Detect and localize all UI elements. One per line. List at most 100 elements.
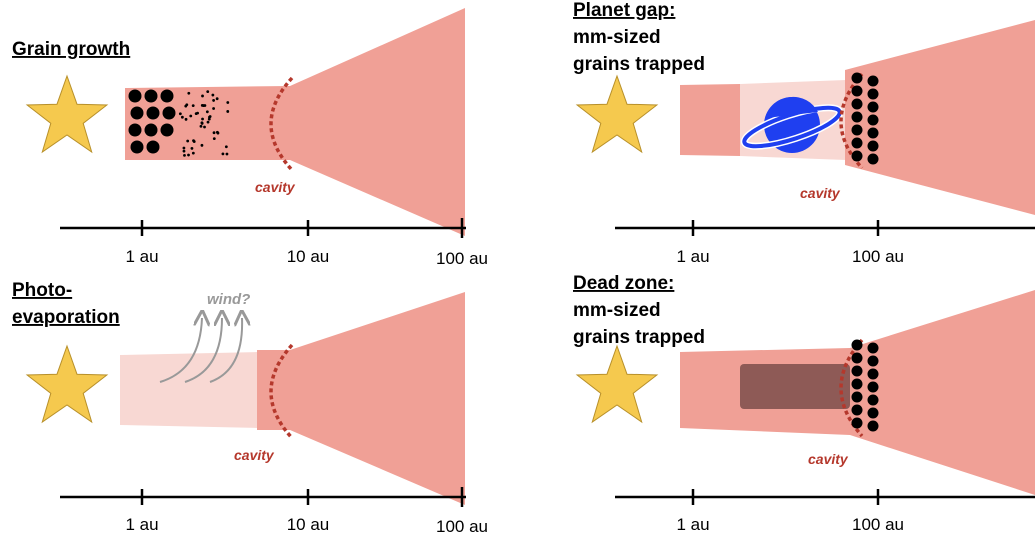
title: Dead zone: xyxy=(573,273,674,294)
grain xyxy=(161,124,174,137)
grain xyxy=(852,405,863,416)
grain xyxy=(868,343,879,354)
grain xyxy=(852,418,863,429)
grain xyxy=(192,139,195,142)
grain xyxy=(852,340,863,351)
grain xyxy=(852,86,863,97)
cavity-label: cavity xyxy=(255,179,296,195)
grain xyxy=(222,153,225,156)
grain xyxy=(131,141,144,154)
grain xyxy=(187,154,190,157)
grain xyxy=(129,124,142,137)
axis-label: 1 au xyxy=(676,247,709,266)
grain xyxy=(145,90,158,103)
grain xyxy=(185,103,188,106)
grain xyxy=(868,395,879,406)
grain xyxy=(212,107,215,110)
cavity-label: cavity xyxy=(234,447,275,463)
grain xyxy=(868,128,879,139)
axis-label: 100 au xyxy=(852,515,904,534)
grain xyxy=(852,73,863,84)
grain xyxy=(131,107,144,120)
grain xyxy=(868,76,879,87)
title: Grain growth xyxy=(12,39,130,60)
grain xyxy=(213,131,216,134)
grain xyxy=(852,392,863,403)
grain xyxy=(163,107,176,120)
cavity-label: cavity xyxy=(800,185,841,201)
grain xyxy=(852,99,863,110)
grain xyxy=(145,124,158,137)
disk-inner xyxy=(680,84,740,156)
axis-label: 100 au xyxy=(436,249,488,268)
grain xyxy=(185,118,188,121)
grain xyxy=(852,366,863,377)
grain xyxy=(868,408,879,419)
grain xyxy=(200,125,203,128)
grain xyxy=(202,104,205,107)
grain xyxy=(209,115,212,118)
grain xyxy=(183,150,186,153)
grain xyxy=(868,102,879,113)
grain xyxy=(187,92,190,95)
diagram: Grain growth cavity 1 au 10 au 100 au wi… xyxy=(0,0,1035,538)
grain xyxy=(195,112,198,115)
disk xyxy=(125,8,465,236)
grain xyxy=(181,116,184,119)
grain xyxy=(189,115,192,118)
title: grains trapped xyxy=(573,54,705,75)
grain xyxy=(203,126,206,129)
grain xyxy=(852,138,863,149)
grain xyxy=(868,356,879,367)
grain xyxy=(201,95,204,98)
grain xyxy=(226,101,229,104)
title: mm-sized xyxy=(573,300,661,321)
grain xyxy=(852,112,863,123)
annotation: wind? xyxy=(207,291,250,308)
panel-dead-zone: Dead zone: mm-sized grains trapped cavit… xyxy=(573,273,1035,534)
grain xyxy=(183,147,186,150)
grain xyxy=(191,147,194,150)
grain xyxy=(852,353,863,364)
grain xyxy=(192,152,195,155)
title: Photo- xyxy=(12,280,72,301)
axis-label: 1 au xyxy=(676,515,709,534)
grain xyxy=(183,154,186,157)
grain xyxy=(226,153,229,156)
axis-label: 100 au xyxy=(436,517,488,536)
grain xyxy=(868,382,879,393)
grain xyxy=(868,369,879,380)
grain xyxy=(201,121,204,124)
grain xyxy=(206,90,209,93)
grain xyxy=(129,90,142,103)
star xyxy=(27,346,107,422)
star xyxy=(27,76,107,152)
axis-label: 10 au xyxy=(287,247,330,266)
grain xyxy=(161,90,174,103)
title: evaporation xyxy=(12,307,120,328)
disk xyxy=(257,292,465,505)
grain xyxy=(852,151,863,162)
grain xyxy=(147,107,160,120)
axis-label: 1 au xyxy=(125,515,158,534)
grain xyxy=(201,118,204,121)
star xyxy=(577,76,657,152)
grain xyxy=(868,89,879,100)
grain xyxy=(186,140,189,143)
axis-label: 100 au xyxy=(852,247,904,266)
title: Planet gap: xyxy=(573,0,675,21)
panel-planet-gap: Planet gap: mm-sized grains trapped cavi… xyxy=(573,0,1035,266)
grain xyxy=(225,145,228,148)
grain xyxy=(852,125,863,136)
grain xyxy=(868,115,879,126)
grain xyxy=(868,141,879,152)
title: mm-sized xyxy=(573,27,661,48)
star xyxy=(577,346,657,422)
grain xyxy=(179,112,182,115)
grain xyxy=(206,110,209,113)
grain xyxy=(147,141,160,154)
grain xyxy=(192,104,195,107)
cavity-label: cavity xyxy=(808,451,849,467)
grain xyxy=(208,118,211,121)
grain xyxy=(201,144,204,147)
